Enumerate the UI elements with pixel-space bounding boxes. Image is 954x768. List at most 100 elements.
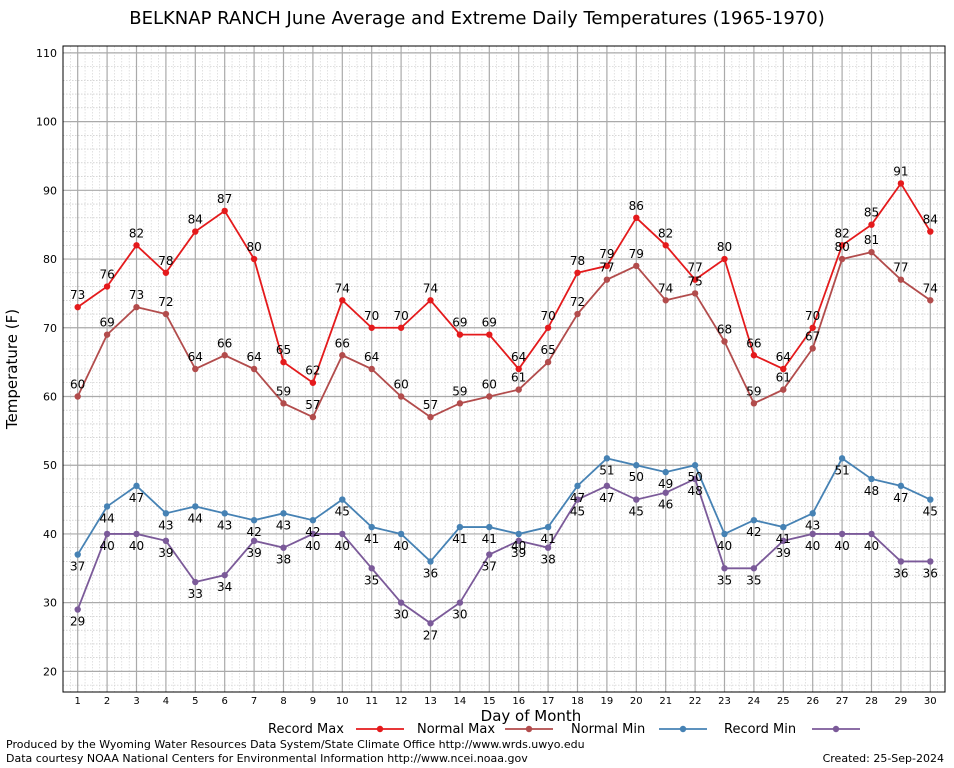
data-point <box>927 228 934 235</box>
y-tick-label: 60 <box>43 390 57 403</box>
data-point <box>133 303 140 311</box>
data-label: 80 <box>834 240 849 254</box>
data-label: 36 <box>423 566 438 580</box>
data-label: 75 <box>687 274 702 288</box>
data-label: 82 <box>129 226 144 240</box>
data-label: 60 <box>482 377 497 391</box>
data-label: 40 <box>335 539 350 553</box>
x-tick-label: 14 <box>454 696 467 707</box>
data-label: 74 <box>423 281 438 295</box>
x-tick-label: 4 <box>163 696 169 707</box>
data-label: 51 <box>834 463 849 477</box>
legend-swatch-marker <box>376 725 384 733</box>
data-point <box>397 599 405 606</box>
data-label: 39 <box>158 546 173 560</box>
data-label: 50 <box>687 470 702 484</box>
data-label: 45 <box>629 505 644 519</box>
x-tick-label: 16 <box>512 696 525 707</box>
data-point <box>515 365 522 373</box>
data-point <box>456 523 464 531</box>
plot-frame <box>62 45 946 693</box>
data-point <box>133 482 140 490</box>
data-label: 85 <box>864 206 879 220</box>
data-point <box>868 530 875 538</box>
data-point <box>162 269 170 276</box>
data-label: 65 <box>276 343 291 357</box>
data-label: 76 <box>99 268 114 282</box>
data-label: 38 <box>276 553 291 567</box>
x-axis-label: Day of Month <box>481 707 582 725</box>
legend-label: Normal Max <box>417 722 495 737</box>
x-tick-label: 1 <box>75 696 81 707</box>
data-label: 45 <box>923 505 938 519</box>
data-point <box>280 510 287 517</box>
data-label: 69 <box>99 316 114 330</box>
data-point <box>339 297 346 304</box>
x-tick-label: 24 <box>748 696 761 707</box>
data-label: 82 <box>834 226 849 240</box>
data-point <box>662 489 669 496</box>
data-point <box>250 537 258 545</box>
data-point <box>691 276 699 283</box>
data-label: 40 <box>99 539 114 553</box>
data-point <box>309 516 317 524</box>
data-label: 41 <box>364 532 379 546</box>
data-label: 44 <box>188 511 203 525</box>
data-point <box>162 310 170 318</box>
data-point <box>603 276 611 283</box>
data-label: 66 <box>217 336 232 350</box>
data-label: 40 <box>393 539 408 553</box>
data-point <box>456 331 464 338</box>
data-point <box>574 496 581 503</box>
data-label: 64 <box>246 350 261 364</box>
data-label: 40 <box>129 539 144 553</box>
legend-label: Record Max <box>268 722 344 737</box>
x-tick-label: 5 <box>192 696 198 707</box>
data-point <box>544 358 552 366</box>
data-point <box>633 462 640 469</box>
data-label: 40 <box>717 539 732 553</box>
data-point <box>280 358 287 366</box>
data-label: 40 <box>834 539 849 553</box>
data-point <box>574 482 581 490</box>
legend-swatch-marker <box>679 725 687 733</box>
x-tick-label: 2 <box>104 696 110 707</box>
data-label: 64 <box>511 350 526 364</box>
series-layer <box>74 180 934 627</box>
data-point <box>927 496 934 503</box>
data-label: 70 <box>364 309 379 323</box>
data-point <box>309 379 317 386</box>
data-label: 70 <box>805 309 820 323</box>
data-label: 36 <box>923 566 938 580</box>
data-point <box>750 352 758 359</box>
data-label: 57 <box>423 398 438 412</box>
y-tick-label: 80 <box>43 253 57 266</box>
data-point <box>633 214 640 222</box>
data-label: 46 <box>658 498 673 512</box>
data-point <box>691 462 699 469</box>
data-label: 40 <box>864 539 879 553</box>
data-point <box>427 413 434 421</box>
data-label: 57 <box>305 398 320 412</box>
y-tick-label: 20 <box>43 665 57 678</box>
data-point <box>662 468 669 476</box>
data-point <box>868 475 875 483</box>
data-label: 42 <box>305 525 320 539</box>
data-point <box>427 558 434 565</box>
data-label: 40 <box>511 539 526 553</box>
data-label: 79 <box>629 247 644 261</box>
data-point <box>838 455 846 462</box>
data-point <box>486 331 493 338</box>
data-label: 66 <box>746 336 761 350</box>
data-label: 78 <box>158 254 173 268</box>
data-point <box>192 578 199 586</box>
data-point <box>221 571 228 579</box>
data-point <box>633 496 640 503</box>
data-point <box>515 537 522 545</box>
data-label: 69 <box>482 316 497 330</box>
data-label: 80 <box>717 240 732 254</box>
y-tick-label: 40 <box>43 528 57 541</box>
data-label: 65 <box>540 343 555 357</box>
data-point <box>897 276 905 283</box>
data-point <box>838 242 846 249</box>
